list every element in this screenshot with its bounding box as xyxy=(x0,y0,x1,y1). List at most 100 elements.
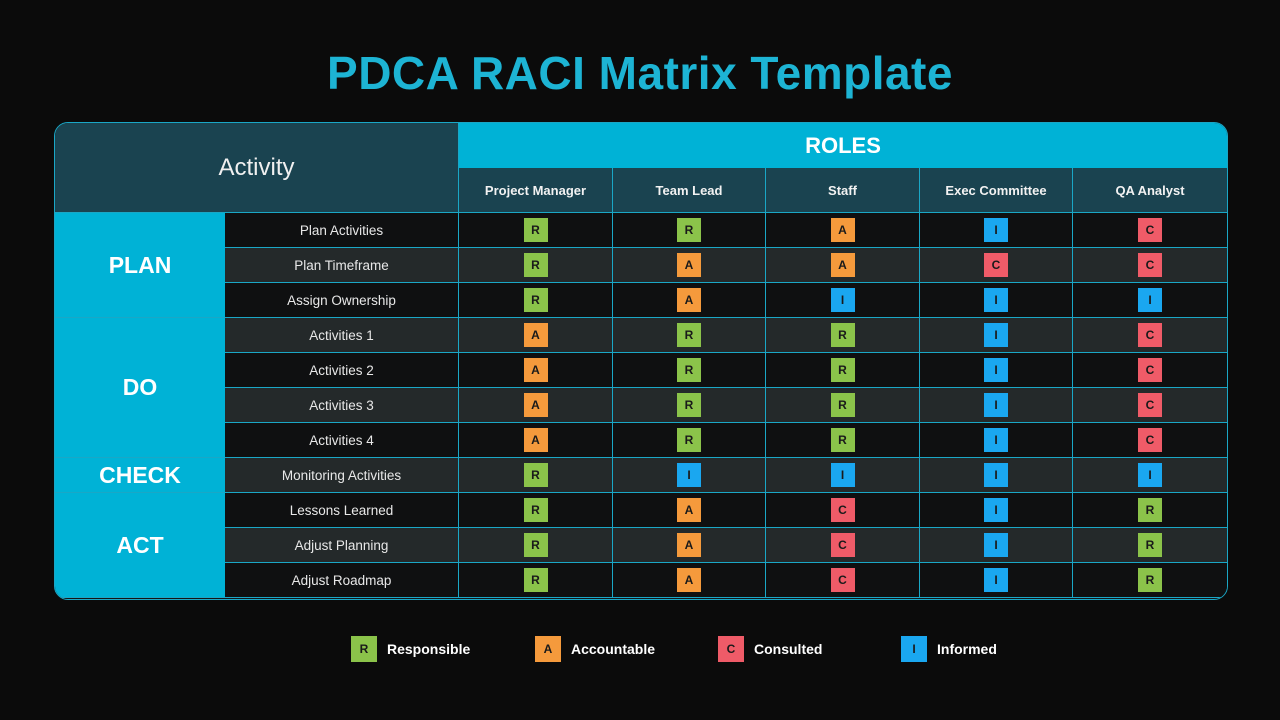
raci-cell: A xyxy=(459,353,613,387)
page-title: PDCA RACI Matrix Template xyxy=(327,47,953,99)
raci-cell: C xyxy=(1073,213,1227,247)
raci-cell: R xyxy=(459,283,613,317)
raci-badge: R xyxy=(830,358,855,382)
raci-badge: C xyxy=(830,498,855,522)
raci-badge: C xyxy=(1138,253,1162,277)
raci-cell: C xyxy=(766,563,920,597)
table-row: Activities 1 A R R I C xyxy=(225,318,1227,353)
raci-badge: I xyxy=(830,463,855,487)
raci-cell: R xyxy=(459,248,613,282)
raci-cell: I xyxy=(920,388,1073,422)
raci-cell: R xyxy=(459,493,613,527)
raci-cell: A xyxy=(459,318,613,352)
legend-badge: A xyxy=(535,636,561,662)
raci-badge: I xyxy=(1138,288,1162,312)
raci-badge: I xyxy=(984,288,1008,312)
activity-label: Adjust Roadmap xyxy=(225,563,459,597)
raci-cell: A xyxy=(459,388,613,422)
table-row: Assign Ownership R A I I I xyxy=(225,283,1227,318)
table-row: Plan Activities R R A I C xyxy=(225,213,1227,248)
activity-label: Lessons Learned xyxy=(225,493,459,527)
raci-badge: I xyxy=(984,218,1008,242)
raci-cell: I xyxy=(1073,283,1227,317)
raci-badge: I xyxy=(677,463,701,487)
activity-label: Activities 3 xyxy=(225,388,459,422)
legend-label: Informed xyxy=(937,641,997,657)
raci-badge: R xyxy=(523,568,548,592)
raci-badge: R xyxy=(523,253,548,277)
activity-label: Activities 2 xyxy=(225,353,459,387)
raci-badge: C xyxy=(1138,218,1162,242)
raci-badge: I xyxy=(984,533,1008,557)
raci-cell: I xyxy=(766,458,920,492)
phase-label: DO xyxy=(55,318,225,458)
raci-badge: R xyxy=(523,498,548,522)
raci-cell: I xyxy=(920,353,1073,387)
raci-badge: I xyxy=(984,463,1008,487)
raci-cell: R xyxy=(459,458,613,492)
raci-badge: R xyxy=(677,428,701,452)
legend-label: Responsible xyxy=(387,641,471,657)
raci-badge: A xyxy=(523,323,548,347)
raci-cell: I xyxy=(613,458,766,492)
raci-cell: R xyxy=(459,213,613,247)
raci-badge: I xyxy=(984,393,1008,417)
raci-cell: R xyxy=(613,423,766,457)
raci-cell: R xyxy=(459,528,613,562)
raci-cell: I xyxy=(920,283,1073,317)
raci-badge: R xyxy=(1138,568,1162,592)
legend-item: R Responsible xyxy=(351,636,470,662)
raci-cell: A xyxy=(613,563,766,597)
raci-cell: C xyxy=(1073,248,1227,282)
activity-label: Adjust Planning xyxy=(225,528,459,562)
activity-label: Assign Ownership xyxy=(225,283,459,317)
raci-cell: C xyxy=(1073,423,1227,457)
raci-cell: R xyxy=(1073,493,1227,527)
raci-cell: R xyxy=(613,318,766,352)
raci-badge: A xyxy=(523,393,548,417)
legend-badge: R xyxy=(351,636,377,662)
raci-badge: A xyxy=(677,253,701,277)
raci-badge: C xyxy=(1138,323,1162,347)
legend-label: Accountable xyxy=(571,641,656,657)
raci-matrix-table: Activity ROLES Project Manager Team Lead S… xyxy=(54,122,1228,600)
raci-badge: R xyxy=(677,393,701,417)
activity-label: Monitoring Activities xyxy=(225,458,459,492)
legend-item: I Informed xyxy=(901,636,997,662)
phase-label: PLAN xyxy=(55,213,225,318)
raci-cell: A xyxy=(766,248,920,282)
legend-badge: I xyxy=(901,636,927,662)
raci-cell: I xyxy=(920,213,1073,247)
raci-cell: R xyxy=(766,318,920,352)
raci-badge: C xyxy=(1138,428,1162,452)
raci-badge: R xyxy=(677,323,701,347)
raci-cell: A xyxy=(613,493,766,527)
raci-badge: R xyxy=(1138,533,1162,557)
raci-badge: A xyxy=(677,568,701,592)
raci-cell: C xyxy=(920,248,1073,282)
table-row: Monitoring Activities R I I I I xyxy=(225,458,1227,493)
raci-badge: A xyxy=(523,428,548,452)
raci-badge: R xyxy=(523,533,548,557)
raci-cell: C xyxy=(766,493,920,527)
table-row: Activities 4 A R R I C xyxy=(225,423,1227,458)
table-row: Adjust Roadmap R A C I R xyxy=(225,563,1227,598)
raci-cell: C xyxy=(1073,318,1227,352)
role-header: Team Lead xyxy=(613,168,766,213)
table-row: Lessons Learned R A C I R xyxy=(225,493,1227,528)
raci-badge: R xyxy=(830,393,855,417)
raci-badge: C xyxy=(1138,358,1162,382)
raci-cell: I xyxy=(766,283,920,317)
raci-cell: C xyxy=(1073,353,1227,387)
legend-label: Consulted xyxy=(754,641,823,657)
raci-badge: C xyxy=(1138,393,1162,417)
raci-badge: I xyxy=(984,568,1008,592)
raci-badge: C xyxy=(830,568,855,592)
raci-cell: R xyxy=(613,388,766,422)
raci-cell: R xyxy=(766,423,920,457)
role-header: QA Analyst xyxy=(1073,168,1227,213)
raci-badge: R xyxy=(1138,498,1162,522)
raci-badge: A xyxy=(830,253,855,277)
raci-cell: I xyxy=(920,458,1073,492)
raci-badge: A xyxy=(677,533,701,557)
